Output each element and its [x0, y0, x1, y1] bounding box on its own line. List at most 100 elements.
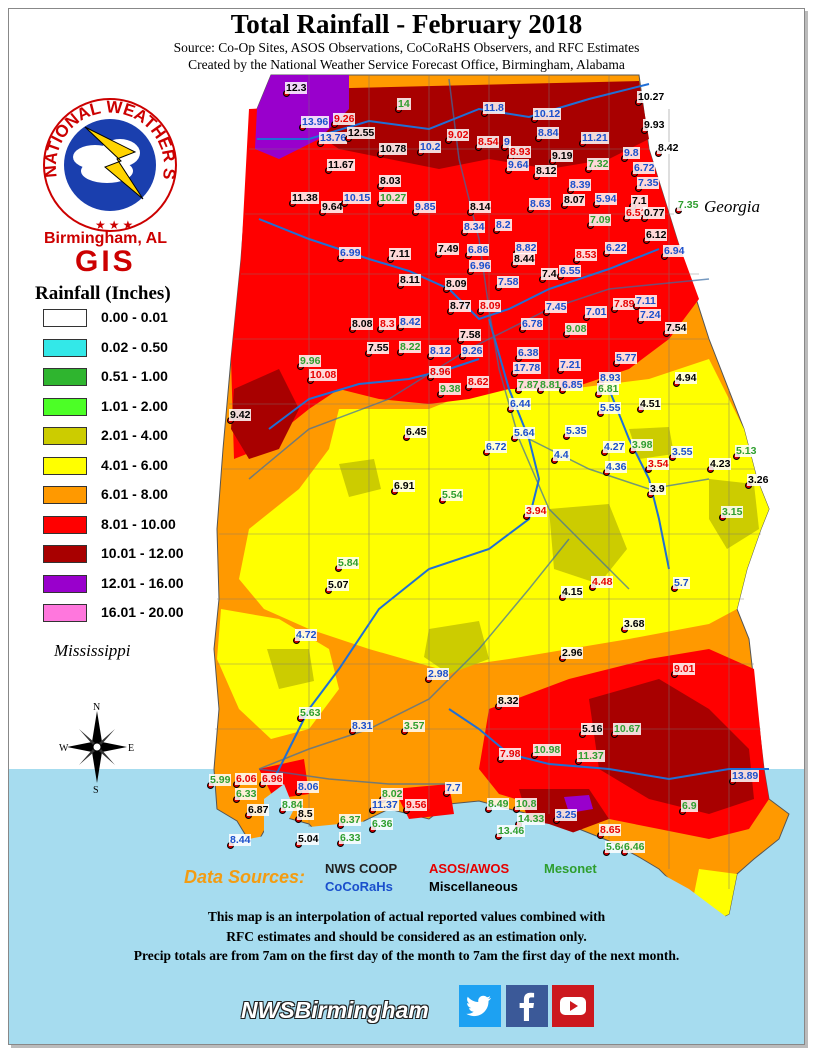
rainfall-value: 7.98	[499, 748, 522, 760]
olive-zone-2	[424, 621, 489, 674]
rainfall-value: 11.37	[371, 799, 399, 811]
rainfall-value: 11.38	[291, 192, 319, 204]
rainfall-value: 9.01	[673, 663, 696, 675]
youtube-icon[interactable]	[552, 985, 594, 1027]
rainfall-value: 6.94	[663, 245, 686, 257]
legend-label: 12.01 - 16.00	[101, 574, 184, 591]
rainfall-value: 7.11	[389, 248, 411, 260]
rainfall-value: 7.11	[635, 295, 657, 307]
rainfall-value: 3.55	[671, 446, 694, 458]
rainfall-value: 5.63	[299, 707, 322, 719]
legend-swatch	[43, 338, 87, 357]
rainfall-value: 3.57	[403, 720, 426, 732]
rainfall-value: 3.9	[649, 483, 666, 495]
rainfall-value: 7.58	[459, 329, 482, 341]
state-label-east: Georgia	[704, 197, 761, 216]
facebook-icon[interactable]	[506, 985, 548, 1027]
legend-label: 16.01 - 20.00	[101, 604, 184, 620]
rainfall-value: 6.99	[339, 247, 362, 259]
source-nws-coop: NWS COOP	[325, 861, 398, 876]
olive-zone-4	[267, 649, 314, 689]
rainfall-value: 5.54	[441, 489, 464, 501]
rainfall-value: 9.08	[565, 323, 588, 335]
rainfall-value: 8.49	[487, 798, 510, 810]
rainfall-value: 6.72	[485, 441, 508, 453]
rainfall-value: 10.78	[379, 143, 408, 155]
legend-swatch	[43, 397, 87, 416]
rainfall-value: 5.7	[673, 577, 690, 589]
rainfall-value: 6.45	[405, 426, 428, 438]
rainfall-value: 7.35	[637, 177, 660, 189]
rainfall-value: 10.27	[637, 91, 666, 103]
rainfall-value: 4.23	[709, 458, 732, 470]
rainfall-value: 11.8	[483, 102, 505, 114]
twitter-icon[interactable]	[459, 985, 501, 1027]
rainfall-value: 8.82	[515, 242, 538, 254]
rainfall-value: 6.9	[681, 800, 698, 812]
rainfall-value: 5.55	[599, 402, 622, 414]
legend-label: 0.51 - 1.00	[101, 368, 168, 384]
rainfall-value: 5.04	[297, 833, 320, 845]
nws-logo: NATIONAL WEATHER SERVICE ★ ★ ★	[25, 87, 179, 232]
rainfall-value: 6.78	[521, 318, 544, 330]
rainfall-value: 8.93	[509, 146, 532, 158]
rainfall-value: 11.21	[581, 132, 609, 144]
darkred-zone-west	[231, 369, 299, 459]
rainfall-value: 2.96	[561, 647, 584, 659]
rainfall-value: 7.7	[445, 782, 462, 794]
rainfall-value: 6.72	[633, 162, 656, 174]
rainfall-value: 8.81	[539, 379, 562, 391]
rainfall-value: 12.3	[285, 82, 308, 94]
rainfall-value: 6.85	[561, 379, 584, 391]
rainfall-value: 6.91	[393, 480, 416, 492]
rainfall-value: 9.64	[507, 159, 530, 171]
legend-swatch	[43, 604, 87, 622]
legend-swatch	[43, 574, 87, 593]
rainfall-value: 9.02	[447, 129, 470, 141]
rainfall-value: 10.98	[533, 744, 562, 756]
compass-w: W	[59, 743, 69, 754]
rainfall-value: 3.94	[525, 505, 548, 517]
data-sources-title: Data Sources:	[184, 867, 306, 887]
source-miscellaneous: Miscellaneous	[429, 879, 518, 894]
rainfall-value: 6.06	[235, 773, 258, 785]
rainfall-value: 8.42	[399, 316, 422, 328]
rainfall-value: 2.98	[427, 668, 450, 680]
compass-e: E	[128, 743, 134, 754]
olive-zone-5	[339, 459, 381, 497]
rainfall-value: 5.35	[565, 425, 588, 437]
rainfall-value: 7.1	[631, 195, 648, 207]
rainfall-value: 11.37	[577, 750, 605, 762]
legend-swatch	[43, 545, 87, 563]
rainfall-value: 6.44	[509, 398, 532, 410]
observations-layer: 12.3 14 10.27 13.96 9.26 11.8 10.12 9.93 13.76 12…	[9, 9, 804, 1044]
rainfall-value: 8.5	[297, 808, 314, 820]
rainfall-value: 7.21	[559, 359, 582, 371]
compass-s: S	[93, 785, 99, 793]
svg-text:★ ★ ★: ★ ★ ★	[95, 218, 133, 232]
rainfall-value: 5.84	[337, 557, 360, 569]
rainfall-value: 5.94	[595, 193, 618, 205]
rainfall-value: 6.33	[339, 832, 362, 844]
rainfall-value: 5.99	[209, 774, 232, 786]
rainfall-value: 7.4	[541, 268, 558, 280]
rainfall-value: 9.8	[623, 147, 640, 159]
rainfall-value: 13.76	[319, 132, 348, 144]
rainfall-value: 6.96	[469, 260, 492, 272]
nws-birmingham-handle: NWSBirmingham	[241, 997, 429, 1023]
rainfall-value: 7.55	[367, 342, 390, 354]
rainfall-value: 8.42	[657, 142, 680, 154]
legend-swatch	[43, 456, 87, 475]
rainfall-value: 6.86	[467, 244, 490, 256]
rainfall-value: 7.24	[639, 309, 662, 321]
rainfall-value: 5.13	[735, 445, 758, 457]
rainfall-value: 8.22	[399, 341, 422, 353]
disclaimer-line-3: Precip totals are from 7am on the first …	[133, 948, 680, 963]
rainfall-value: 6.55	[559, 265, 582, 277]
rainfall-value: 14.33	[517, 813, 546, 825]
rainfall-value: 6.81	[597, 383, 620, 395]
logo-gis: GIS	[75, 245, 136, 278]
rainfall-value: 8.77	[449, 300, 472, 312]
legend-label: 0.02 - 0.50	[101, 338, 168, 355]
legend-label: 8.01 - 10.00	[101, 515, 176, 532]
